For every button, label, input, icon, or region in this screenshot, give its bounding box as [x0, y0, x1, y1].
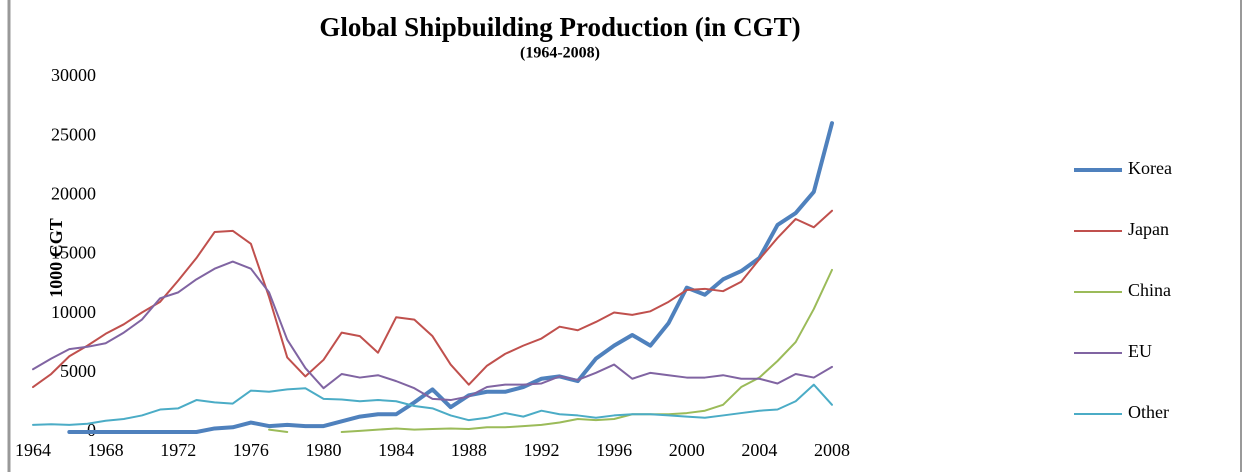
y-tick-label: 15000 — [51, 243, 96, 263]
x-tick-label: 2004 — [741, 440, 777, 460]
x-tick-label: 1992 — [523, 440, 559, 460]
x-tick-label: 1988 — [451, 440, 487, 460]
x-tick-label: 1984 — [378, 440, 414, 460]
x-tick-label: 1980 — [306, 440, 342, 460]
y-tick-label: 20000 — [51, 183, 96, 203]
legend-label: Korea — [1128, 158, 1172, 178]
series-line — [268, 268, 833, 433]
series-line — [32, 383, 833, 426]
y-tick-label: 10000 — [51, 302, 96, 322]
y-tick-label: 30000 — [51, 65, 96, 85]
x-tick-label: 1964 — [15, 440, 51, 460]
y-axis-label: 1000 CGT — [46, 218, 66, 298]
series-line — [67, 121, 834, 434]
chart-title: Global Shipbuilding Production (in CGT) — [319, 12, 800, 42]
x-tick-label: 1972 — [160, 440, 196, 460]
x-tick-label: 2000 — [669, 440, 705, 460]
legend-label: Other — [1128, 402, 1169, 422]
x-tick-label: 1976 — [233, 440, 269, 460]
chart-subtitle: (1964-2008) — [520, 45, 600, 62]
series-line — [32, 209, 833, 389]
series-line — [32, 260, 833, 402]
legend-label: Japan — [1128, 219, 1169, 239]
y-tick-label: 5000 — [60, 361, 96, 381]
legend-label: China — [1128, 280, 1171, 300]
y-tick-label: 25000 — [51, 124, 96, 144]
legend-label: EU — [1128, 341, 1152, 361]
x-tick-label: 1968 — [88, 440, 124, 460]
x-tick-label: 2008 — [814, 440, 850, 460]
x-tick-label: 1996 — [596, 440, 632, 460]
